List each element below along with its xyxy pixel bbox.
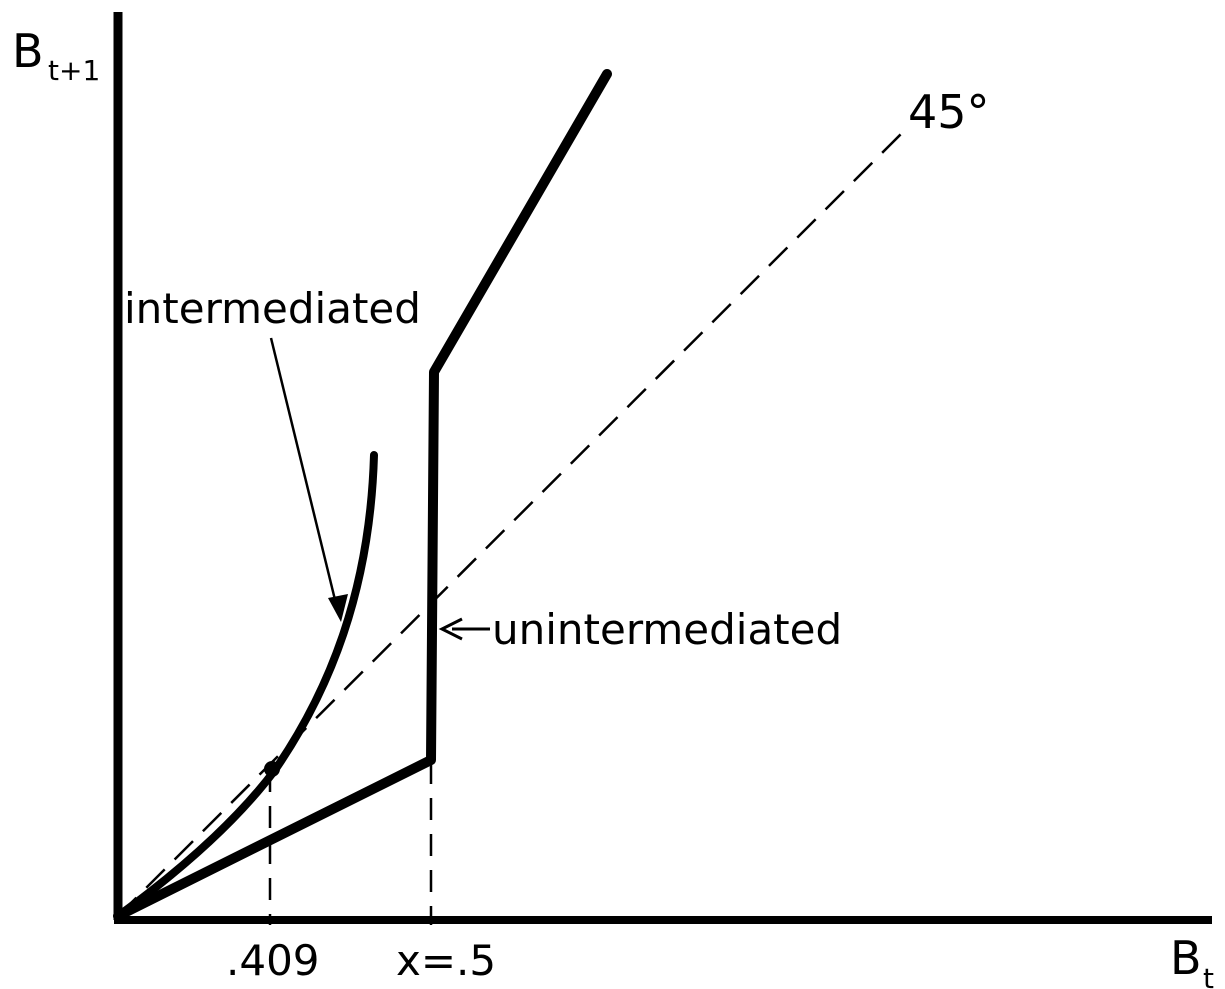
45-degree-label: 45° (908, 85, 990, 139)
y-axis-label-subscript: t+1 (48, 54, 100, 87)
intersection-point (264, 761, 280, 777)
unintermediated-curve (113, 69, 612, 921)
45-degree-line (117, 129, 906, 917)
unintermediated-arrowhead (438, 617, 463, 641)
intersection-tick-label: .409 (226, 936, 320, 985)
x-axis-label: B (1170, 931, 1202, 985)
x-axis-label-subscript: t (1203, 962, 1214, 989)
unintermediated-label: unintermediated (492, 605, 842, 654)
intermediated-pointer-arrow (269, 337, 339, 609)
intermediated-curve (114, 451, 378, 920)
intermediated-label: intermediated (124, 284, 421, 333)
y-axis-label: B (12, 24, 44, 78)
intermediated-arrowhead (328, 594, 348, 622)
threshold-tick-label: x=.5 (396, 936, 496, 985)
